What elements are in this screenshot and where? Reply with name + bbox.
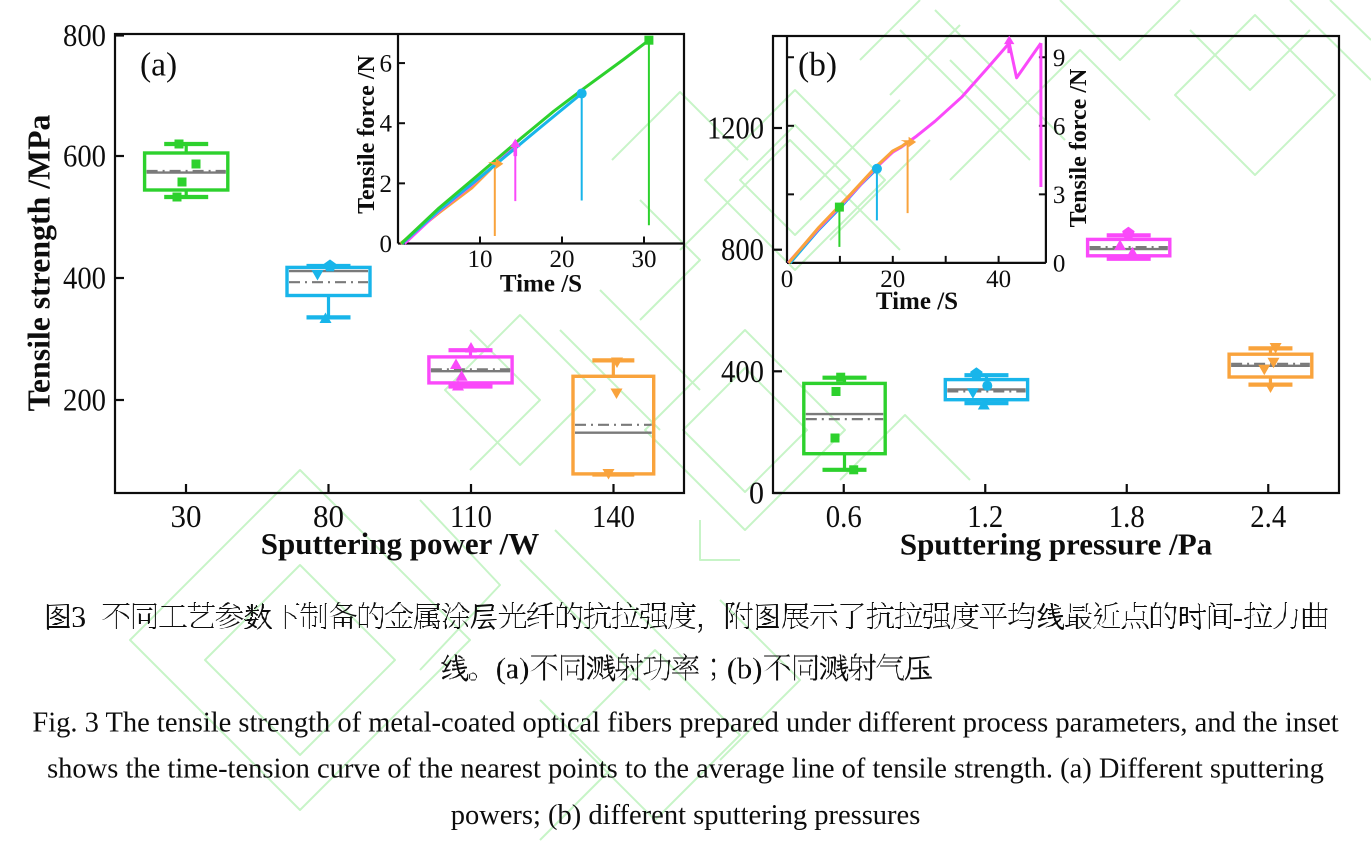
svg-text:400: 400 (63, 260, 106, 296)
svg-text:Sputtering pressure /Pa: Sputtering pressure /Pa (900, 527, 1213, 562)
svg-text:40: 40 (986, 266, 1011, 293)
svg-text:Sputtering power /W: Sputtering power /W (261, 526, 539, 561)
svg-text:10: 10 (468, 246, 493, 273)
svg-text:80: 80 (313, 498, 344, 534)
svg-text:0.6: 0.6 (826, 498, 862, 534)
svg-text:1200: 1200 (707, 110, 764, 146)
svg-text:800: 800 (63, 17, 106, 53)
svg-text:110: 110 (450, 498, 492, 534)
svg-text:0: 0 (781, 266, 794, 293)
svg-text:6: 6 (1053, 113, 1066, 140)
svg-text:30: 30 (632, 246, 657, 273)
svg-text:0: 0 (380, 231, 393, 258)
svg-text:Time /S: Time /S (500, 271, 582, 298)
svg-text:400: 400 (721, 353, 764, 389)
svg-text:Tensile force /N: Tensile force /N (354, 55, 380, 214)
svg-text:Tensile force /N: Tensile force /N (1066, 68, 1092, 227)
svg-text:6: 6 (380, 51, 393, 78)
svg-text:1.2: 1.2 (967, 498, 1003, 534)
svg-text:2: 2 (380, 171, 393, 198)
svg-text:200: 200 (63, 382, 106, 418)
svg-text:20: 20 (550, 246, 575, 273)
svg-text:20: 20 (880, 266, 905, 293)
svg-text:(a): (a) (140, 47, 177, 84)
svg-text:Time /S: Time /S (876, 288, 958, 315)
svg-text:600: 600 (63, 138, 106, 174)
svg-text:0: 0 (1053, 250, 1066, 277)
svg-text:30: 30 (171, 498, 202, 534)
svg-text:(b): (b) (798, 47, 837, 84)
svg-text:0: 0 (749, 475, 764, 511)
svg-text:1.8: 1.8 (1109, 498, 1145, 534)
svg-text:3: 3 (1053, 182, 1066, 209)
svg-text:800: 800 (721, 231, 764, 267)
svg-text:shows the time-tension curve o: shows the time-tension curve of the near… (47, 754, 1324, 785)
svg-text:9: 9 (1053, 45, 1066, 72)
svg-text:140: 140 (592, 498, 635, 534)
svg-text:2.4: 2.4 (1250, 498, 1286, 534)
svg-text:Tensile strength /MPa: Tensile strength /MPa (22, 115, 57, 412)
svg-text:powers; (b) different sputteri: powers; (b) different sputtering pressur… (451, 800, 921, 831)
svg-text:Fig. 3 The tensile strength of: Fig. 3 The tensile strength of metal-coa… (32, 708, 1338, 739)
svg-text:4: 4 (380, 111, 393, 138)
